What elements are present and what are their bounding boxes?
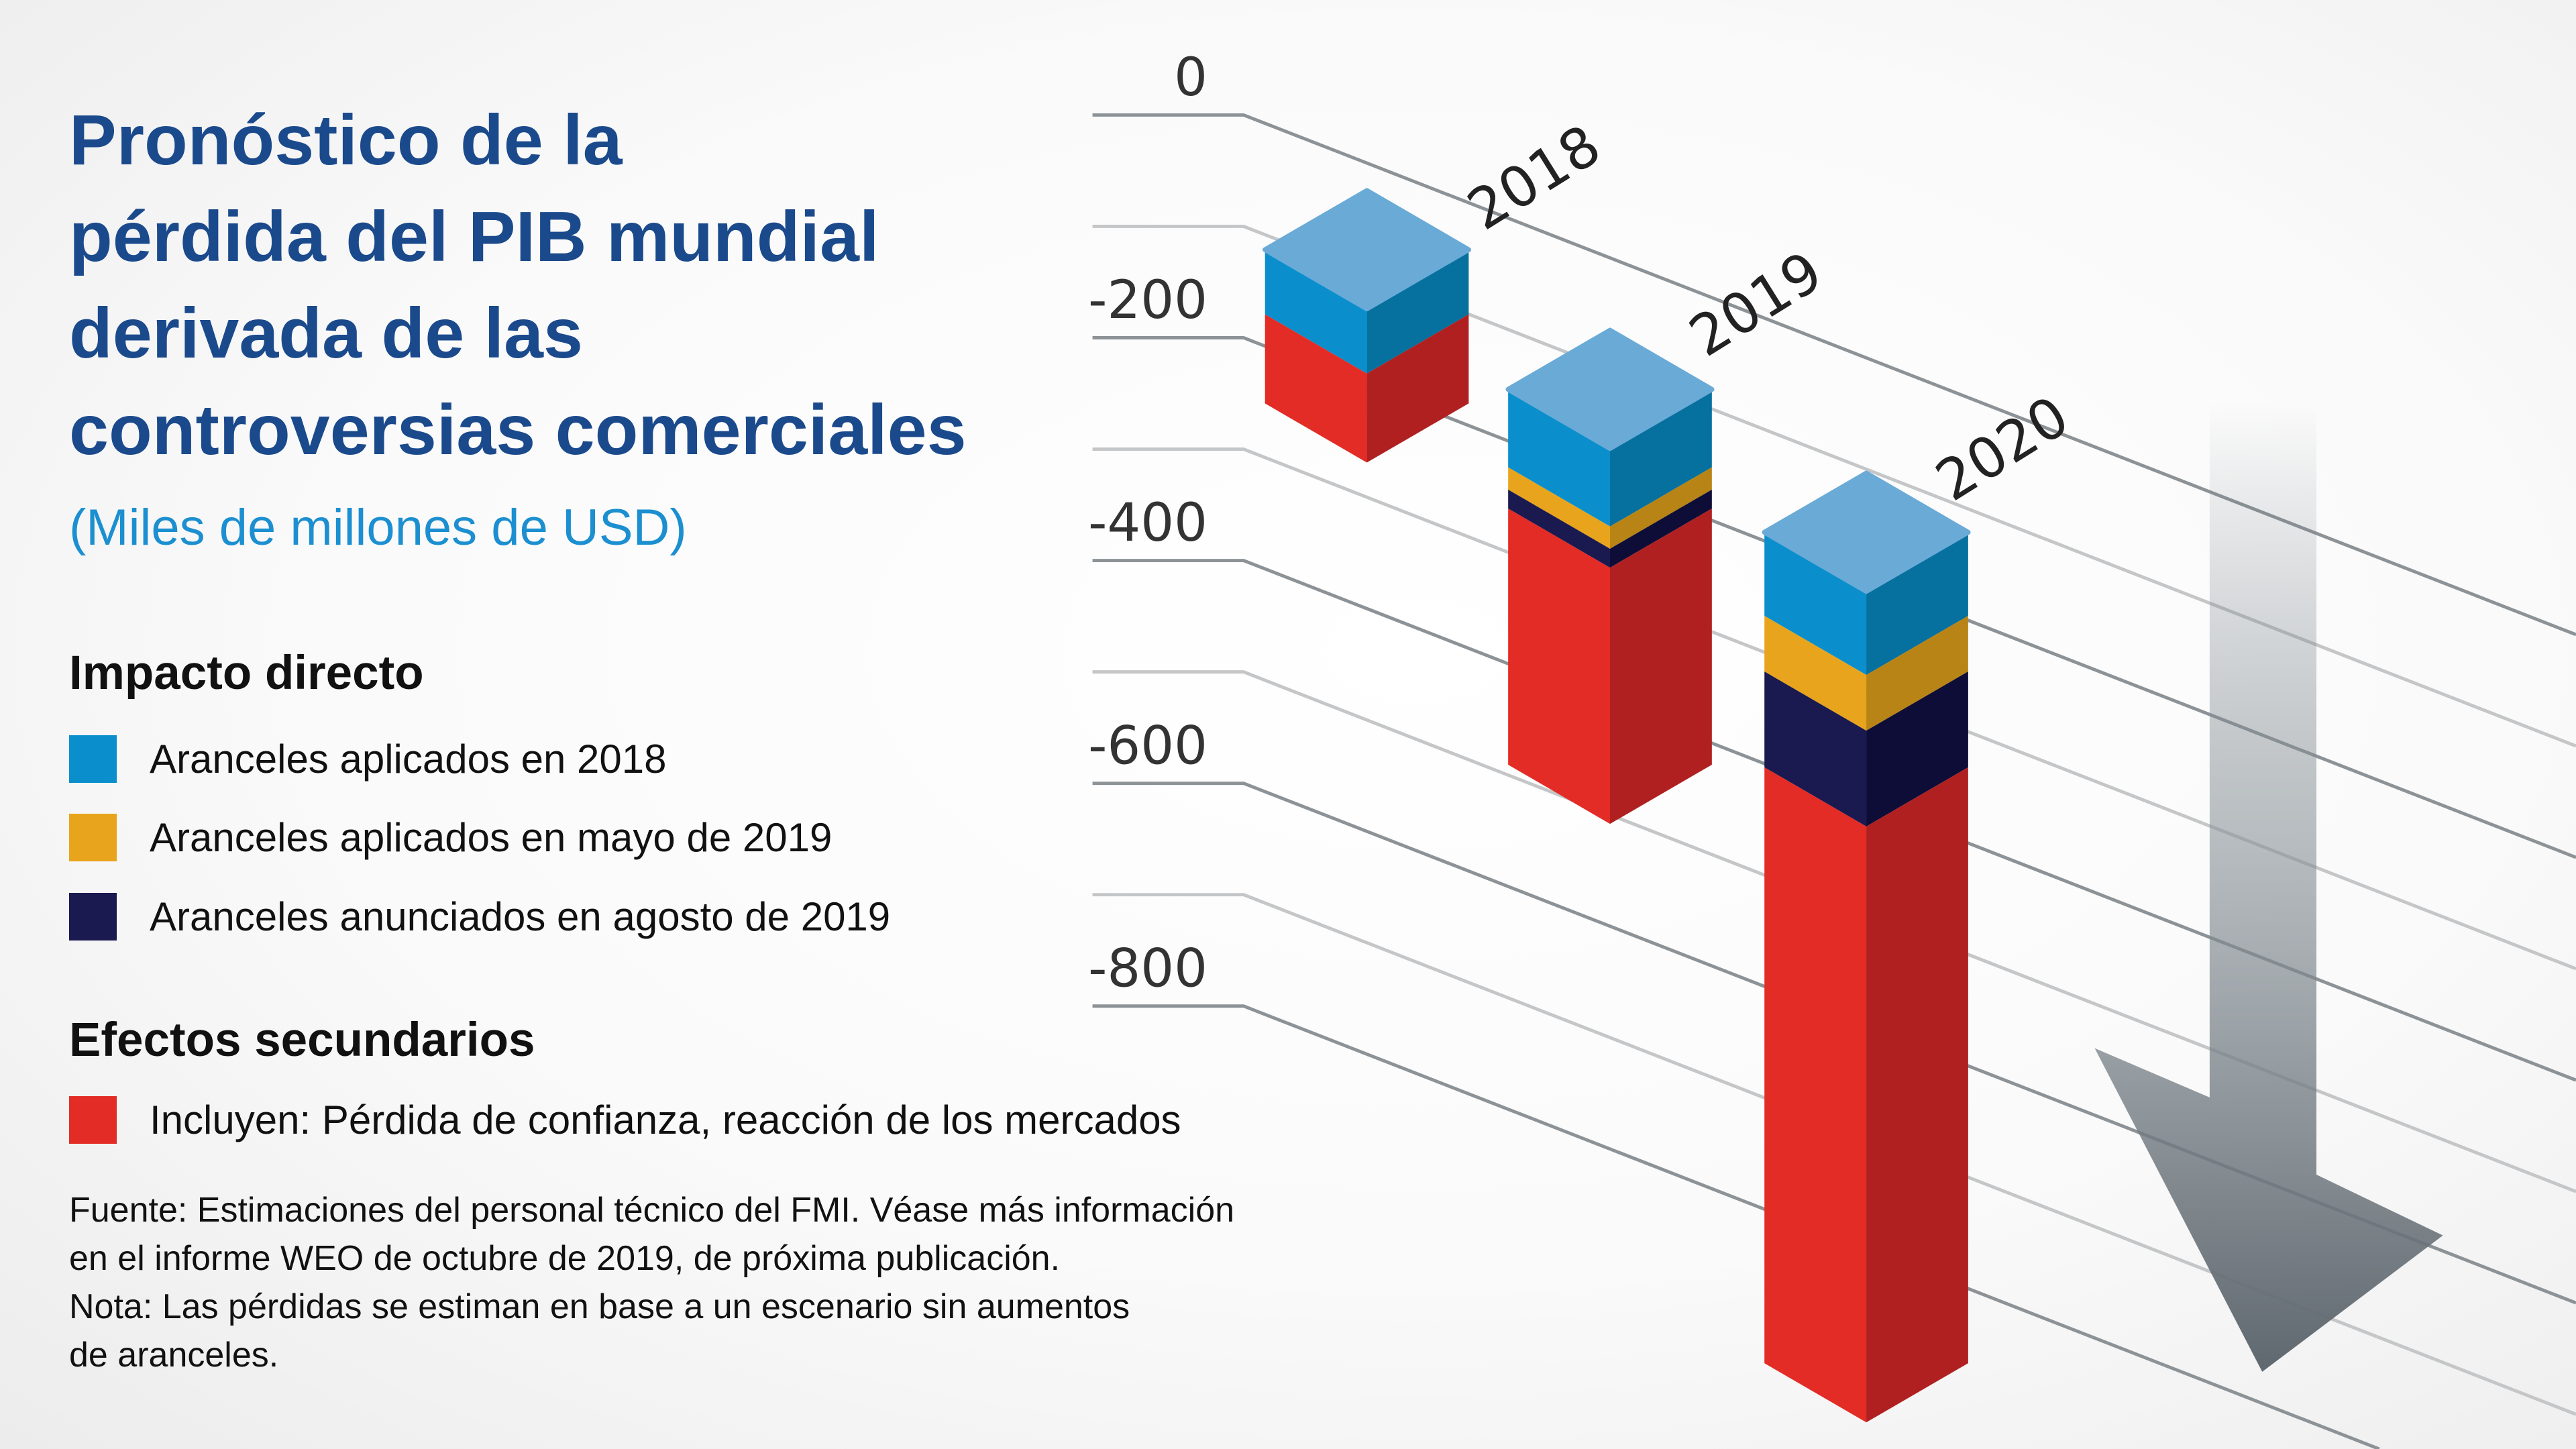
legend-label: Aranceles anunciados en agosto de 2019 bbox=[150, 894, 891, 939]
gridline bbox=[1092, 1004, 2380, 1449]
title-line: controversias comerciales bbox=[69, 390, 967, 470]
gridline bbox=[1092, 447, 2576, 971]
bar-segment-left bbox=[1265, 250, 1367, 374]
bar-segment-left bbox=[1764, 672, 1867, 826]
bar-segment-right bbox=[1866, 767, 1968, 1423]
bar-segment-left bbox=[1508, 489, 1610, 568]
bar-top-face bbox=[1505, 327, 1715, 451]
title-line: Pronóstico de la bbox=[69, 101, 623, 180]
bar-segment-left bbox=[1764, 767, 1867, 1423]
title-line: pérdida del PIB mundial bbox=[69, 197, 879, 276]
legend-item: Aranceles aplicados en mayo de 2019 bbox=[69, 813, 832, 862]
y-tick-label: -400 bbox=[1088, 492, 1208, 553]
bar-segment-left bbox=[1508, 508, 1610, 824]
legend-item: Aranceles anunciados en agosto de 2019 bbox=[69, 892, 890, 941]
bar-top-face bbox=[1762, 470, 1971, 594]
chart-title: Pronóstico de la pérdida del PIB mundial… bbox=[69, 92, 967, 478]
bar-segment-right bbox=[1366, 250, 1469, 374]
bar-segment-right bbox=[1610, 508, 1712, 824]
bar-segment-right bbox=[1610, 389, 1712, 527]
legend-swatch bbox=[69, 893, 117, 941]
note-line: en el informe WEO de octubre de 2019, de… bbox=[69, 1239, 1061, 1278]
legend-swatch bbox=[69, 735, 117, 783]
bar-segment-right bbox=[1366, 314, 1469, 463]
y-tick-label: -800 bbox=[1088, 938, 1208, 999]
note-line: Fuente: Estimaciones del personal técnic… bbox=[69, 1191, 1235, 1230]
category-label: 2018 bbox=[1456, 113, 1611, 244]
category-label: 2020 bbox=[1925, 384, 2080, 515]
bar-segment-left bbox=[1764, 616, 1867, 731]
bar-segment-right bbox=[1866, 532, 1968, 676]
gridline bbox=[1092, 336, 2576, 859]
bar-segment-left bbox=[1764, 532, 1867, 676]
y-tick-label: -200 bbox=[1088, 270, 1208, 331]
bar-segment-right bbox=[1610, 489, 1712, 568]
bar-segment-right bbox=[1610, 467, 1712, 549]
legend-label: Aranceles aplicados en mayo de 2019 bbox=[150, 815, 833, 860]
bar-segment-left bbox=[1265, 314, 1367, 463]
down-arrow-icon bbox=[2094, 402, 2443, 1372]
chart-subtitle: (Miles de millones de USD) bbox=[69, 499, 687, 556]
source-note: Fuente: Estimaciones del personal técnic… bbox=[69, 1186, 1234, 1379]
legend-item: Aranceles aplicados en 2018 bbox=[69, 735, 667, 784]
note-line: Nota: Las pérdidas se estiman en base a … bbox=[69, 1287, 1130, 1326]
category-label: 2019 bbox=[1678, 239, 1833, 370]
y-tick-label: -600 bbox=[1088, 715, 1208, 776]
legend-label: Aranceles aplicados en 2018 bbox=[150, 737, 667, 782]
title-line: derivada de las bbox=[69, 294, 583, 373]
gridline bbox=[1092, 113, 2576, 637]
legend-label: Incluyen: Pérdida de confianza, reacción… bbox=[150, 1097, 1181, 1142]
gridline bbox=[1092, 670, 2576, 1193]
bar-segment-right bbox=[1866, 672, 1968, 826]
bar-segment-left bbox=[1508, 467, 1610, 549]
gridline bbox=[1092, 782, 2576, 1305]
legend-item: Incluyen: Pérdida de confianza, reacción… bbox=[69, 1095, 1181, 1144]
bar-segment-left bbox=[1508, 389, 1610, 527]
legend-swatch bbox=[69, 1096, 117, 1144]
gridline bbox=[1092, 893, 2576, 1416]
bar-top-face bbox=[1263, 188, 1472, 312]
y-tick-label: 0 bbox=[1174, 47, 1208, 108]
legend-heading-direct: Impacto directo bbox=[69, 647, 424, 700]
legend-heading-secondary: Efectos secundarios bbox=[69, 1014, 535, 1067]
legend-swatch bbox=[69, 814, 117, 861]
note-line: de aranceles. bbox=[69, 1336, 279, 1375]
gridline bbox=[1092, 225, 2576, 748]
gridline bbox=[1092, 559, 2576, 1082]
bar-segment-right bbox=[1866, 616, 1968, 731]
